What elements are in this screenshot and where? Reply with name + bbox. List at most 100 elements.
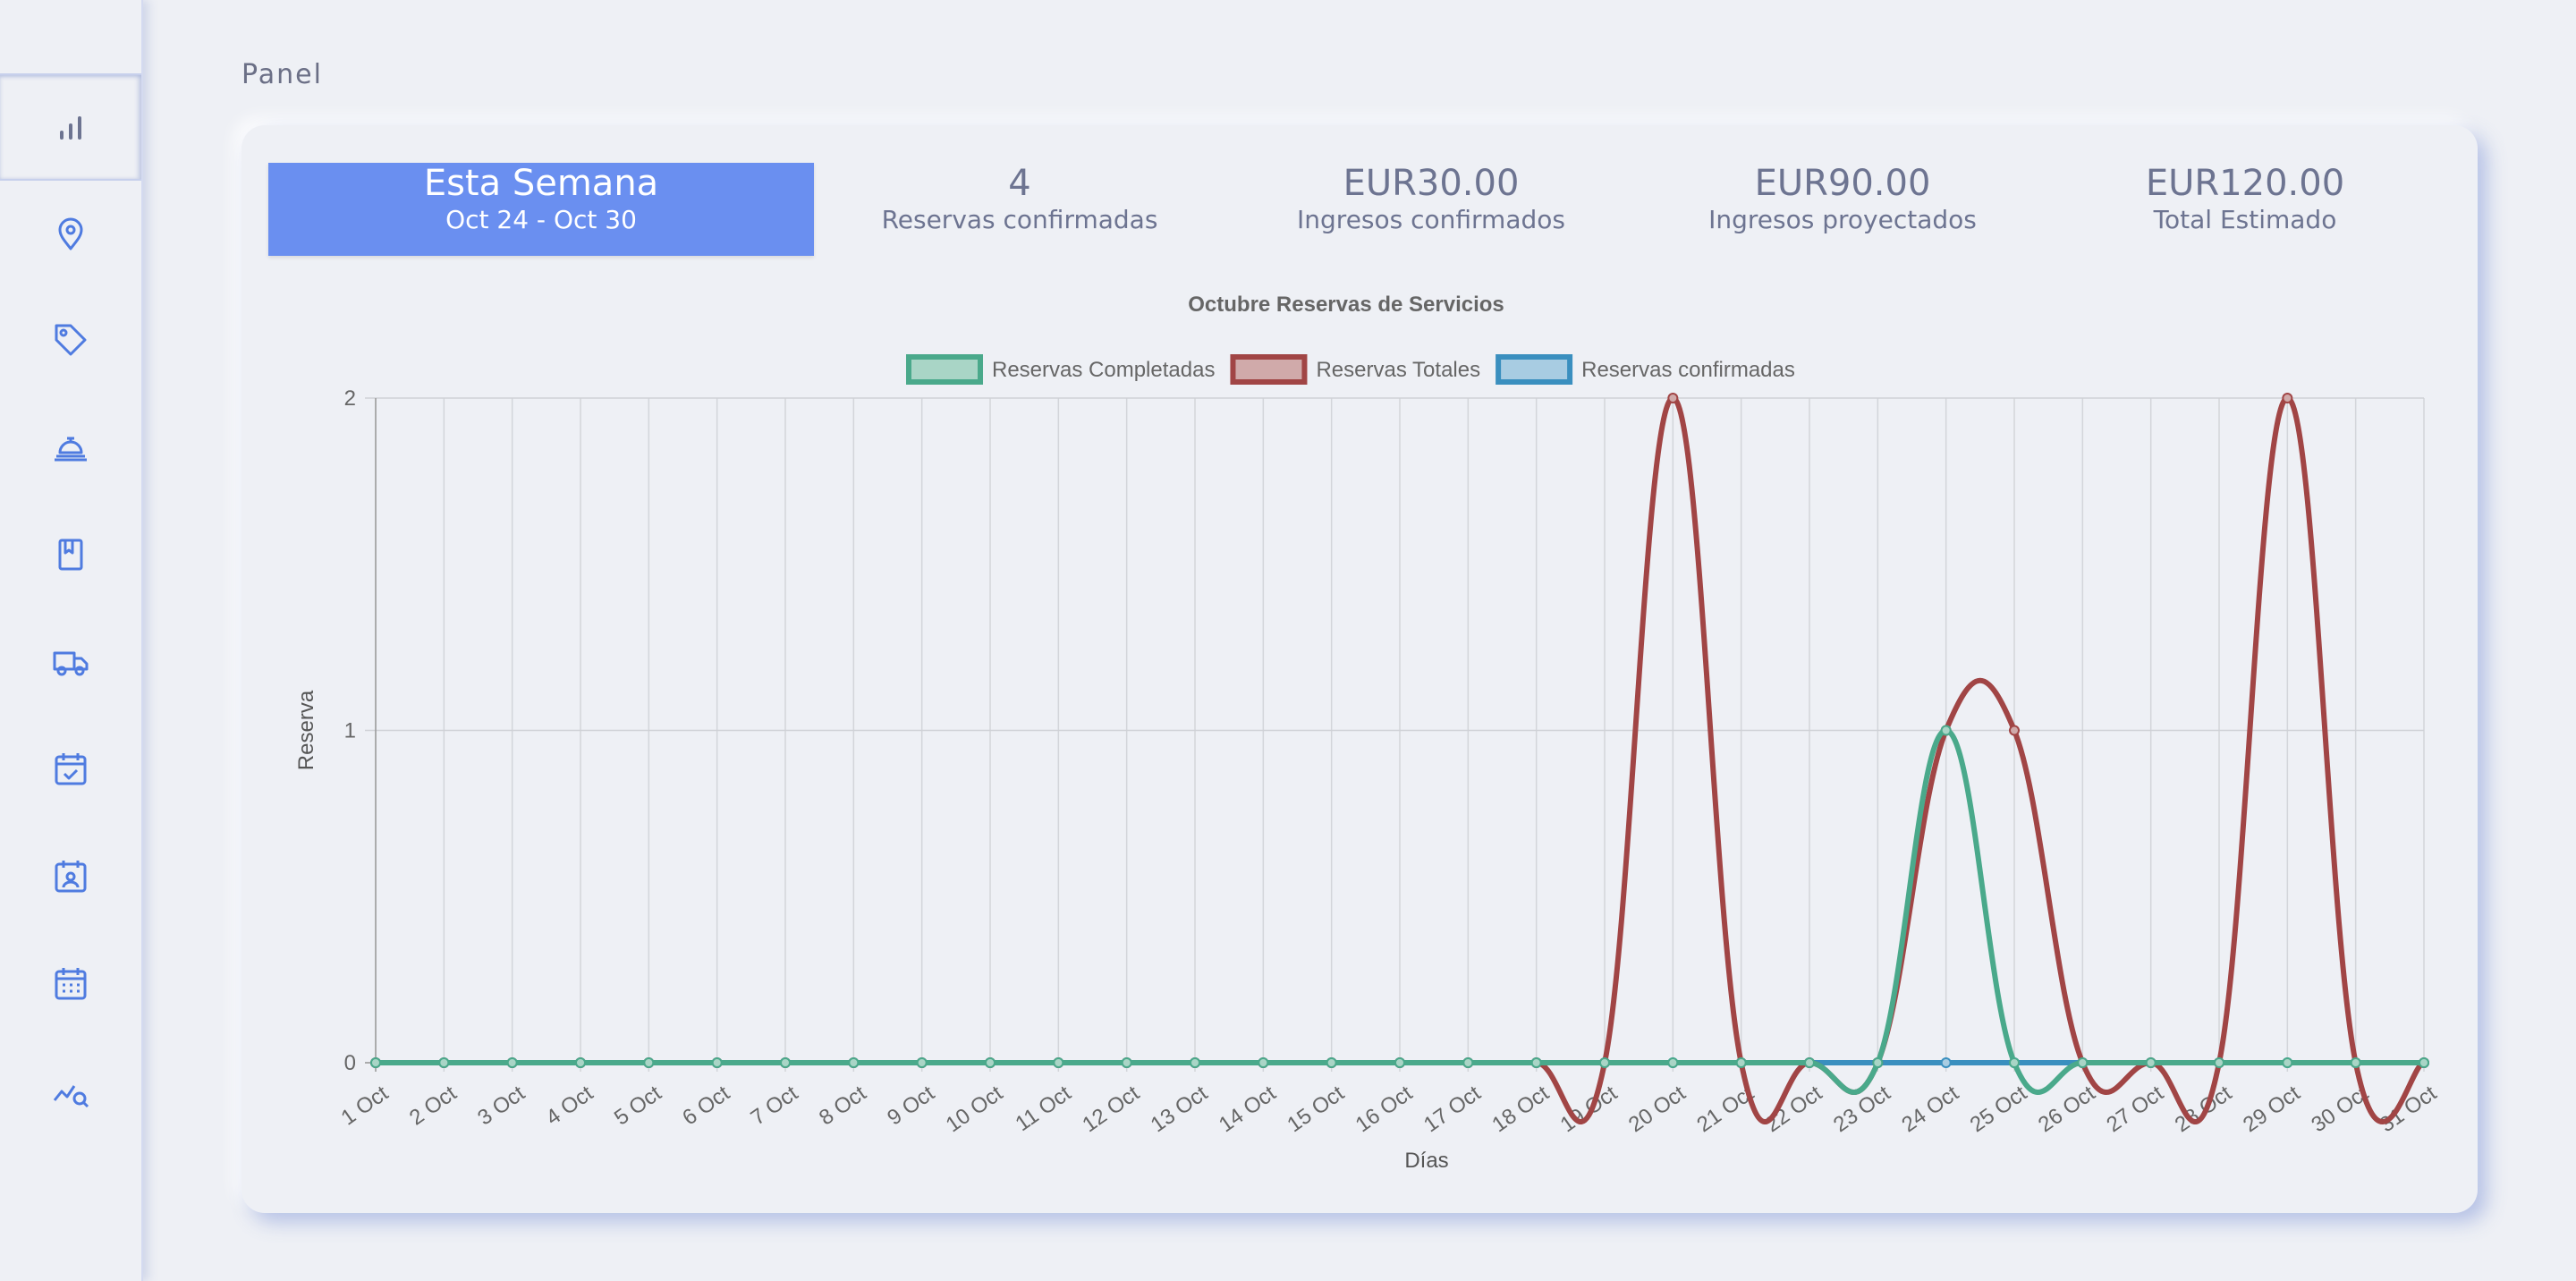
- stat-income-confirmed-label: Ingresos confirmados: [1297, 205, 1565, 234]
- sidebar-item-tags[interactable]: [0, 288, 141, 392]
- data-point: [1462, 1057, 1474, 1068]
- data-point: [916, 1057, 928, 1068]
- x-tick-label: 8 Oct: [815, 1081, 871, 1130]
- bookings-line-chart: Octubre Reservas de Servicios Reservas Co…: [294, 293, 2441, 1173]
- data-point: [2009, 1057, 2020, 1068]
- sidebar: [0, 0, 143, 1281]
- stat-total-label: Total Estimado: [2153, 205, 2337, 234]
- data-point: [1053, 1057, 1064, 1068]
- legend-swatch: [906, 354, 983, 385]
- data-point: [438, 1057, 450, 1068]
- legend-swatch: [1230, 354, 1308, 385]
- chart-title: Octubre Reservas de Servicios: [1188, 293, 1504, 317]
- y-tick-label: 0: [344, 1051, 356, 1075]
- x-tick-label: 15 Oct: [1283, 1081, 1349, 1137]
- data-point: [2009, 725, 2020, 736]
- data-point: [2419, 1057, 2429, 1068]
- data-point: [2282, 1057, 2293, 1068]
- stat-confirmed-value: 4: [1008, 163, 1031, 204]
- sidebar-item-calendar-user[interactable]: [0, 825, 141, 929]
- stat-income-projected: EUR90.00 Ingresos proyectados: [1655, 163, 2030, 256]
- stat-week[interactable]: Esta Semana Oct 24 - Oct 30: [268, 163, 814, 256]
- sidebar-item-services[interactable]: [0, 395, 141, 499]
- stat-total: EUR120.00 Total Estimado: [2057, 163, 2433, 256]
- data-point: [1667, 1057, 1679, 1068]
- data-point: [1735, 1057, 1747, 1068]
- data-point: [711, 1057, 723, 1068]
- data-point: [1599, 1057, 1610, 1068]
- data-point: [1940, 1057, 1952, 1068]
- x-tick-label: 29 Oct: [2239, 1081, 2305, 1137]
- room-service-icon: [55, 437, 87, 462]
- calendar-icon: [55, 968, 87, 1000]
- x-tick-label: 18 Oct: [1487, 1081, 1554, 1137]
- data-point: [2145, 1057, 2157, 1068]
- data-point: [1326, 1057, 1337, 1068]
- x-tick-label: 4 Oct: [542, 1081, 598, 1130]
- calendar-user-icon: [55, 861, 87, 893]
- stat-week-value: Esta Semana: [423, 163, 659, 204]
- legend-label: Reservas Totales: [1316, 358, 1480, 382]
- sidebar-item-calendar-check[interactable]: [0, 717, 141, 821]
- bookmark-icon: [58, 539, 83, 571]
- legend-item: Reservas Totales: [1230, 354, 1480, 385]
- data-point: [2077, 1057, 2089, 1068]
- stat-income-projected-value: EUR90.00: [1754, 163, 1931, 204]
- y-tick-label: 2: [344, 386, 356, 411]
- legend-item: Reservas confirmadas: [1496, 354, 1795, 385]
- location-pin-icon: [58, 217, 83, 250]
- data-point: [1394, 1057, 1405, 1068]
- data-point: [506, 1057, 518, 1068]
- data-point: [370, 1057, 381, 1068]
- data-point: [848, 1057, 860, 1068]
- y-tick-label: 1: [344, 719, 356, 743]
- data-point: [1121, 1057, 1132, 1068]
- stat-income-projected-label: Ingresos proyectados: [1708, 205, 1977, 234]
- x-tick-label: 5 Oct: [610, 1081, 666, 1130]
- x-tick-label: 22 Oct: [1761, 1081, 1827, 1137]
- x-tick-label: 13 Oct: [1147, 1081, 1213, 1137]
- sidebar-item-delivery[interactable]: [0, 610, 141, 714]
- stat-confirmed-label: Reservas confirmadas: [881, 205, 1158, 234]
- data-point: [1258, 1057, 1269, 1068]
- data-point: [1667, 393, 1679, 403]
- truck-icon: [53, 651, 89, 676]
- sidebar-item-dashboard[interactable]: [0, 73, 141, 181]
- x-tick-label: 9 Oct: [883, 1081, 939, 1130]
- y-axis-title: Reserva: [294, 690, 318, 770]
- legend-item: Reservas Completadas: [906, 354, 1215, 385]
- x-tick-label: 1 Oct: [337, 1081, 394, 1130]
- data-point: [1804, 1057, 1815, 1068]
- data-point: [2282, 393, 2293, 403]
- x-tick-label: 10 Oct: [942, 1081, 1008, 1137]
- x-tick-label: 7 Oct: [747, 1081, 803, 1130]
- stat-week-label: Oct 24 - Oct 30: [445, 205, 637, 234]
- stat-income-confirmed-value: EUR30.00: [1343, 163, 1520, 204]
- x-tick-label: 6 Oct: [678, 1081, 734, 1130]
- x-tick-label: 3 Oct: [473, 1081, 530, 1130]
- sidebar-item-calendar[interactable]: [0, 932, 141, 1036]
- data-point: [780, 1057, 791, 1068]
- series-line-0: [376, 727, 2424, 1095]
- legend-swatch: [1496, 354, 1573, 385]
- data-point: [2214, 1057, 2224, 1068]
- data-point: [1940, 725, 1952, 736]
- data-point: [643, 1057, 655, 1068]
- data-point: [985, 1057, 996, 1068]
- dashboard-card: [242, 125, 2478, 1213]
- tag-icon: [55, 324, 87, 356]
- data-point: [575, 1057, 586, 1068]
- sidebar-item-bookmarks[interactable]: [0, 503, 141, 607]
- legend-label: Reservas confirmadas: [1581, 358, 1795, 382]
- data-point: [1530, 1057, 1542, 1068]
- stat-confirmed: 4 Reservas confirmadas: [832, 163, 1208, 256]
- data-point: [2350, 1057, 2361, 1068]
- x-tick-label: 16 Oct: [1352, 1081, 1418, 1137]
- x-tick-label: 14 Oct: [1215, 1081, 1281, 1137]
- x-tick-label: 11 Oct: [1011, 1081, 1075, 1136]
- data-point: [1872, 1057, 1884, 1068]
- sidebar-item-analytics[interactable]: [0, 1039, 141, 1143]
- sidebar-item-locations[interactable]: [0, 181, 141, 284]
- bar-chart-icon: [60, 116, 81, 140]
- x-tick-label: 25 Oct: [1966, 1081, 2032, 1137]
